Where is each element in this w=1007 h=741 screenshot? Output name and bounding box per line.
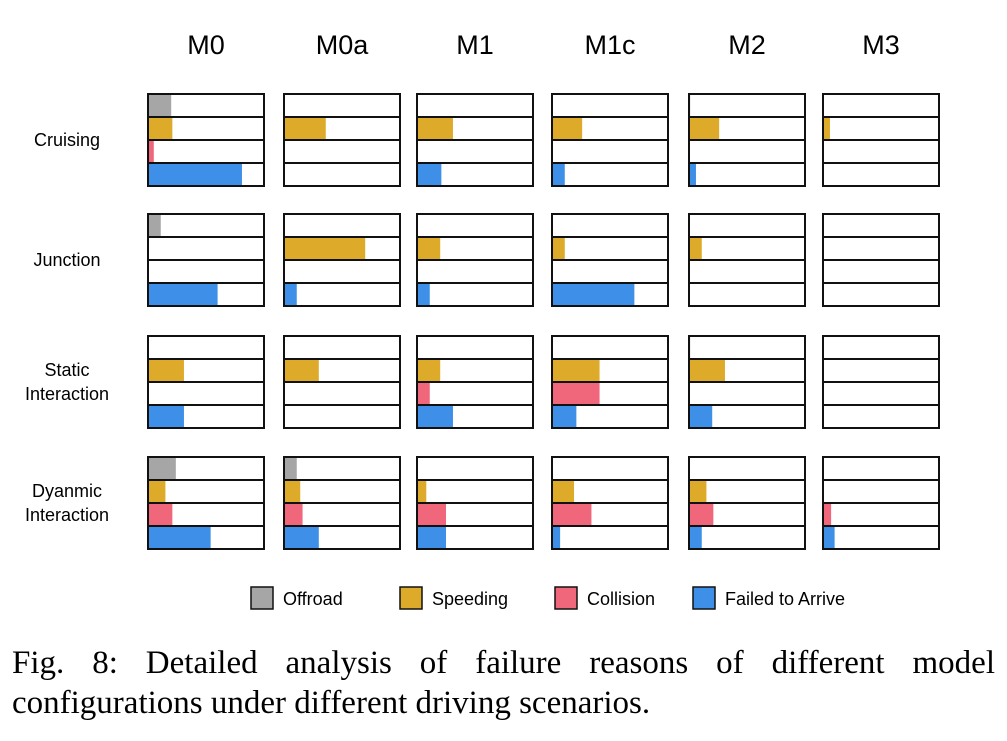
bar-speeding: [284, 237, 366, 260]
bar-failed-to-arrive: [417, 283, 430, 306]
bar-speeding: [689, 480, 707, 503]
bar-failed-to-arrive: [689, 405, 713, 428]
bar-failed-to-arrive: [689, 163, 696, 186]
bar-speeding: [417, 359, 441, 382]
bar-failed-to-arrive: [417, 526, 446, 549]
bar-collision: [689, 503, 714, 526]
legend-swatch-failed-to-arrive: [692, 586, 716, 610]
bar-failed-to-arrive: [417, 163, 442, 186]
legend-swatch-collision: [554, 586, 578, 610]
bar-failed-to-arrive: [552, 163, 565, 186]
bar-failed-to-arrive: [148, 405, 184, 428]
bar-failed-to-arrive: [552, 526, 561, 549]
legend-label-failed-to-arrive: Failed to Arrive: [725, 589, 845, 609]
bar-collision: [823, 503, 832, 526]
legend-swatch-offroad: [250, 586, 274, 610]
legend-label-offroad: Offroad: [283, 589, 343, 609]
bar-collision: [148, 140, 154, 163]
bar-speeding: [823, 117, 830, 140]
column-label-m1c: M1c: [584, 30, 635, 60]
bar-speeding: [284, 480, 301, 503]
bar-offroad: [148, 94, 172, 117]
bar-failed-to-arrive: [689, 526, 702, 549]
bar-speeding: [689, 117, 720, 140]
bar-failed-to-arrive: [823, 526, 835, 549]
bar-collision: [552, 503, 592, 526]
bar-failed-to-arrive: [552, 405, 577, 428]
bar-speeding: [689, 237, 702, 260]
bar-speeding: [284, 359, 319, 382]
bar-speeding: [148, 480, 166, 503]
bar-speeding: [552, 480, 575, 503]
bar-speeding: [148, 359, 184, 382]
column-label-m2: M2: [728, 30, 766, 60]
bar-offroad: [148, 214, 161, 237]
column-label-m0a: M0a: [316, 30, 370, 60]
bar-speeding: [417, 480, 427, 503]
bar-speeding: [552, 237, 565, 260]
bar-speeding: [284, 117, 326, 140]
bar-offroad: [148, 457, 176, 480]
legend-label-collision: Collision: [587, 589, 655, 609]
bar-failed-to-arrive: [284, 526, 319, 549]
bar-collision: [284, 503, 303, 526]
column-label-m1: M1: [456, 30, 494, 60]
bar-speeding: [417, 237, 441, 260]
row-label-3: Dyanmic Interaction: [25, 481, 109, 525]
bar-collision: [417, 503, 446, 526]
bar-failed-to-arrive: [148, 526, 211, 549]
row-label-2: Static Interaction: [25, 360, 109, 404]
row-label-1: Junction: [33, 250, 100, 270]
bar-failed-to-arrive: [148, 283, 218, 306]
bar-speeding: [148, 117, 173, 140]
bar-collision: [148, 503, 173, 526]
bar-speeding: [689, 359, 725, 382]
bar-speeding: [552, 117, 583, 140]
bar-failed-to-arrive: [552, 283, 635, 306]
column-label-m0: M0: [187, 30, 225, 60]
bar-failed-to-arrive: [417, 405, 453, 428]
bar-offroad: [284, 457, 297, 480]
bar-speeding: [417, 117, 453, 140]
bar-failed-to-arrive: [284, 283, 297, 306]
bar-speeding: [552, 359, 600, 382]
legend-label-speeding: Speeding: [432, 589, 508, 609]
row-label-0: Cruising: [34, 130, 100, 150]
bar-failed-to-arrive: [148, 163, 242, 186]
figure-caption: Fig. 8: Detailed analysis of failure rea…: [12, 645, 995, 721]
column-label-m3: M3: [862, 30, 900, 60]
bar-collision: [417, 382, 430, 405]
legend-swatch-speeding: [399, 586, 423, 610]
bar-collision: [552, 382, 600, 405]
failure-analysis-chart: M0 M0a M1 M1c M2 M3 Cruising Junction Static Inte…: [25, 30, 940, 610]
